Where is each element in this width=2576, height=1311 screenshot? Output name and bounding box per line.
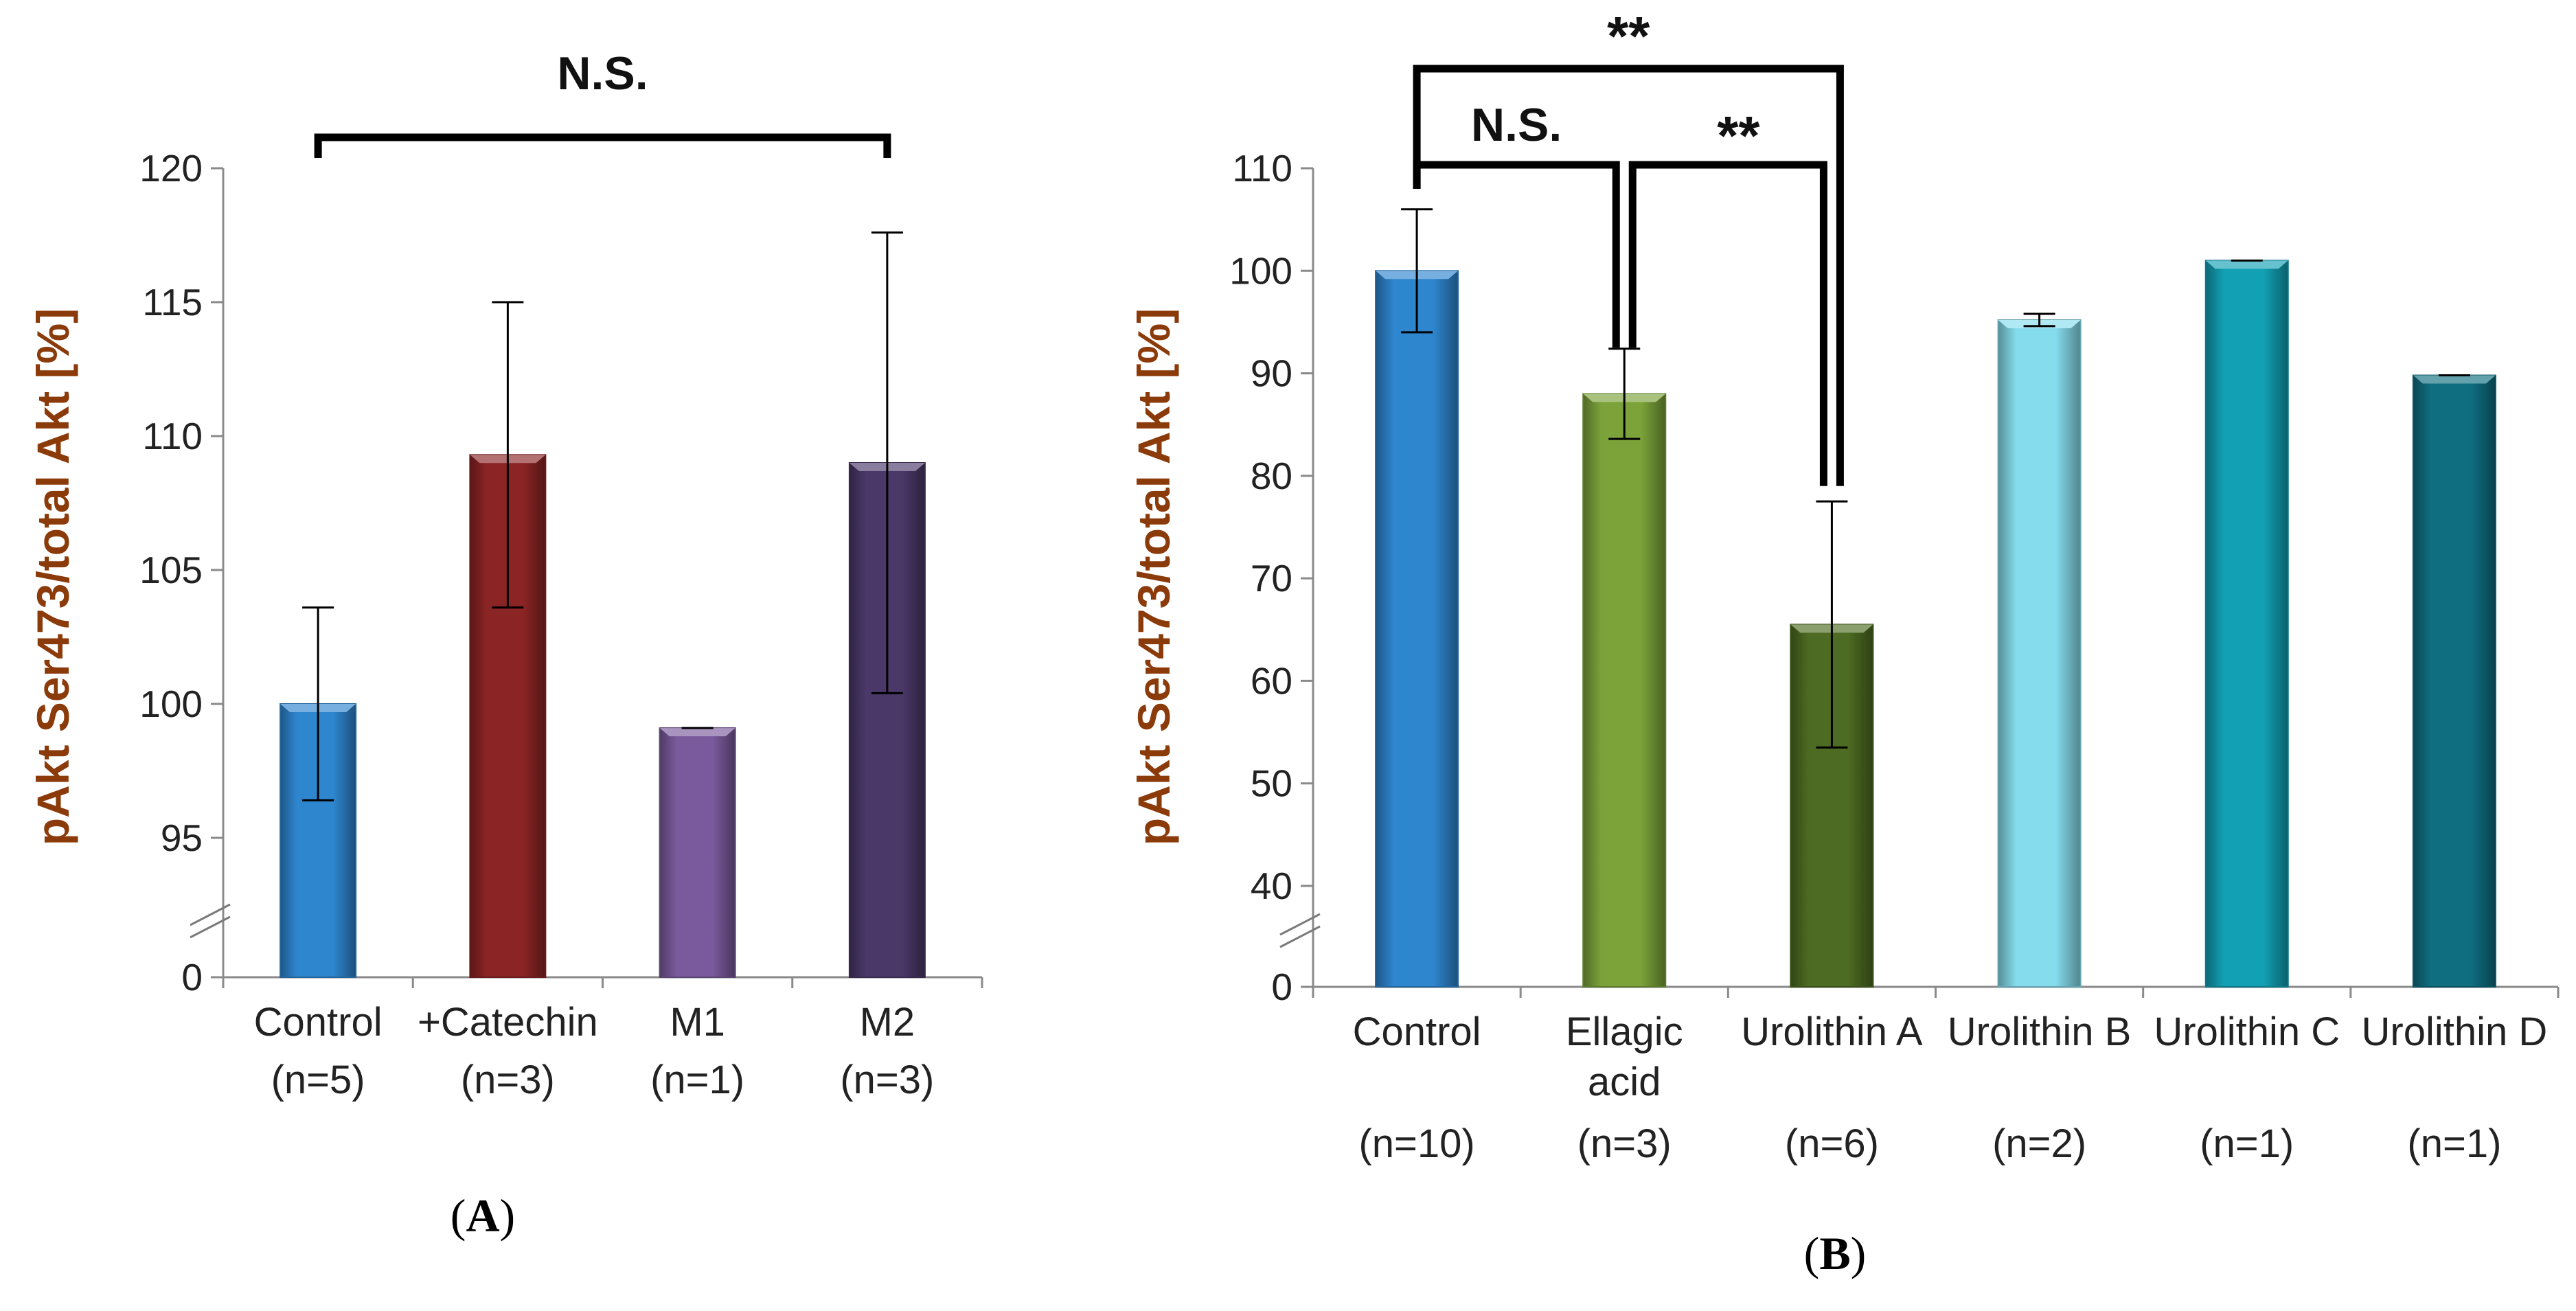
significance-label: ** xyxy=(1607,5,1650,67)
panel-label-close-paren: ) xyxy=(1851,1227,1867,1279)
x-n-label: (n=3) xyxy=(461,1058,555,1102)
x-category-label: Urolithin C xyxy=(2154,1010,2340,1054)
panel-a-chart: 0 95 100 105 110 115 120 pAkt Ser473/total Akt … xyxy=(27,47,983,1242)
panel-label: (A) xyxy=(451,1189,515,1242)
x-category-label: acid xyxy=(1588,1060,1661,1104)
significance-label: N.S. xyxy=(557,47,648,100)
significance-label: N.S. xyxy=(1471,99,1562,151)
y-tick-label: 115 xyxy=(142,281,203,323)
panel-label-close-paren: ) xyxy=(500,1189,516,1242)
y-tick-label: 95 xyxy=(161,817,203,859)
y-tick-label: 0 xyxy=(181,956,203,999)
x-category-label: Control xyxy=(254,1000,383,1045)
y-tick-label: 0 xyxy=(1271,966,1292,1008)
x-n-label: (n=10) xyxy=(1358,1121,1474,1166)
y-tick-label: 80 xyxy=(1251,455,1292,497)
y-tick-label: 120 xyxy=(139,147,203,190)
x-n-label: (n=1) xyxy=(2407,1121,2501,1166)
y-axis-title: pAkt Ser473/total Akt [%] xyxy=(27,308,78,845)
axis-break-mark xyxy=(190,903,231,926)
y-tick-label: 40 xyxy=(1251,865,1292,907)
y-axis-title: pAkt Ser473/total Akt [%] xyxy=(1128,308,1179,845)
panel-label-open-paren: ( xyxy=(451,1189,466,1242)
significance-bracket xyxy=(1413,65,1844,486)
x-n-label: (n=1) xyxy=(650,1058,744,1102)
x-category-label: Urolithin B xyxy=(1948,1010,2132,1054)
x-category-label: +Catechin xyxy=(418,1000,598,1045)
x-category-label: M2 xyxy=(860,1000,915,1045)
bar-top-highlight xyxy=(2413,375,2496,384)
axis-break-mark xyxy=(1279,925,1321,948)
axis-break-mark xyxy=(1279,913,1321,936)
y-tick-label: 90 xyxy=(1251,352,1292,395)
x-category-label: Control xyxy=(1353,1010,1481,1054)
y-tick-label: 110 xyxy=(142,415,203,457)
bar xyxy=(1375,270,1459,988)
y-tick-label: 100 xyxy=(139,683,203,725)
y-tick-label: 70 xyxy=(1251,557,1292,600)
panel-label: (B) xyxy=(1804,1227,1867,1279)
x-category-label: Ellagic xyxy=(1566,1010,1683,1054)
bar xyxy=(2204,260,2289,988)
x-n-label: (n=6) xyxy=(1785,1121,1879,1166)
panel-b-chart: 0 40 50 60 70 80 90 100 110 pAkt Ser473/total Akt… xyxy=(1128,5,2560,1279)
bar-top-highlight xyxy=(659,728,736,737)
axis-break-mark xyxy=(190,915,231,939)
x-n-label: (n=1) xyxy=(2200,1121,2294,1166)
significance-label: ** xyxy=(1717,105,1760,166)
significance-bracket xyxy=(1628,161,1827,486)
bar xyxy=(2412,374,2496,988)
y-tick-label: 100 xyxy=(1229,249,1292,292)
significance-bracket xyxy=(314,133,891,158)
bar xyxy=(659,727,736,978)
x-n-label: (n=2) xyxy=(1992,1121,2086,1166)
y-tick-label: 105 xyxy=(139,549,203,591)
bar-top-highlight xyxy=(2205,260,2288,269)
x-n-label: (n=3) xyxy=(1577,1121,1672,1166)
x-category-label: M1 xyxy=(670,1000,725,1045)
bar xyxy=(1582,393,1667,988)
bar xyxy=(1997,319,2082,988)
panel-label-open-paren: ( xyxy=(1804,1227,1820,1279)
y-tick-label: 50 xyxy=(1251,762,1292,805)
y-tick-label: 110 xyxy=(1232,147,1292,190)
panel-label-letter: A xyxy=(466,1189,499,1242)
x-category-label: Urolithin D xyxy=(2362,1010,2548,1054)
x-category-label: Urolithin A xyxy=(1741,1010,1923,1054)
panel-label-letter: B xyxy=(1819,1227,1850,1279)
x-n-label: (n=3) xyxy=(840,1058,934,1102)
x-n-label: (n=5) xyxy=(271,1058,365,1102)
y-tick-label: 60 xyxy=(1251,659,1292,702)
